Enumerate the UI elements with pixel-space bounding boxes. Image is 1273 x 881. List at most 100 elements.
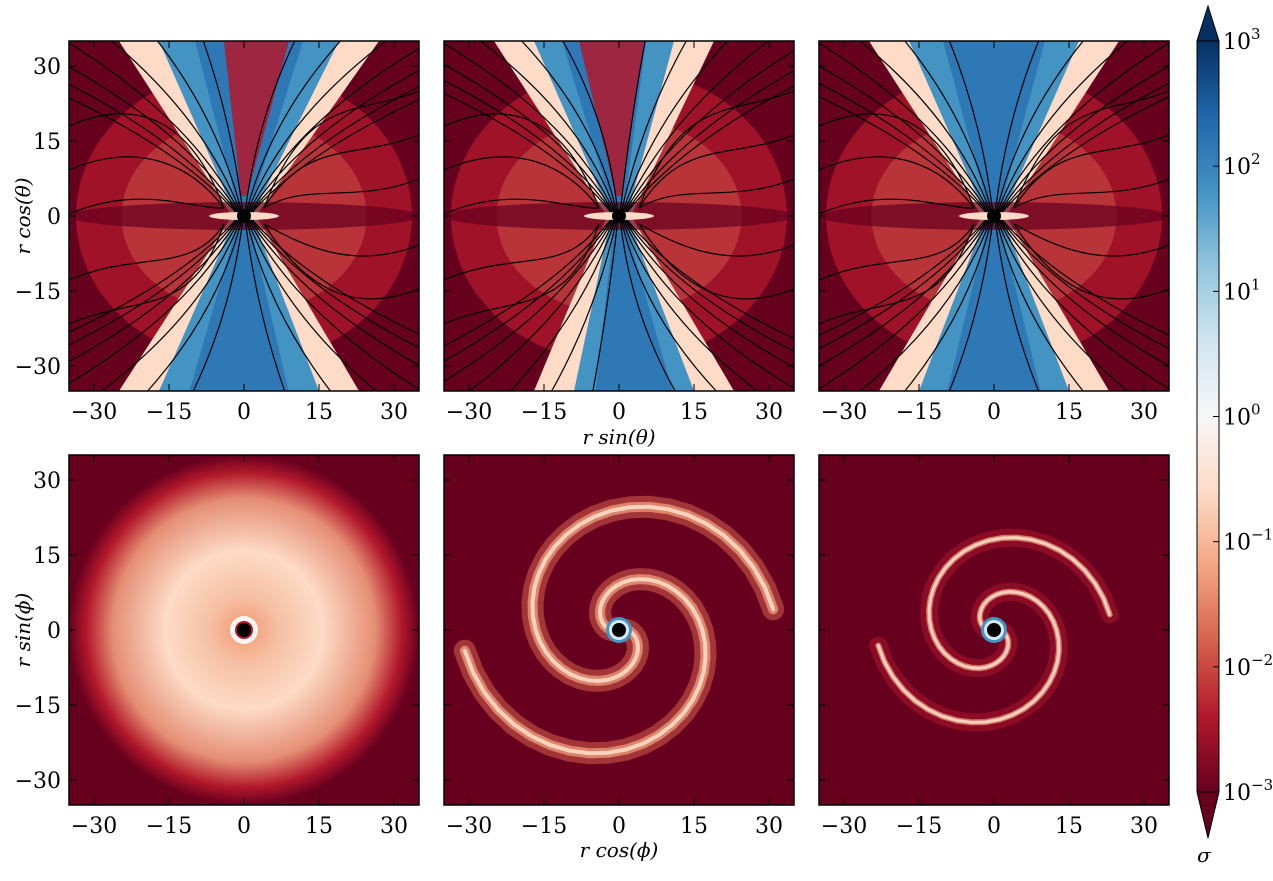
streamline (111, 41, 241, 213)
streamline (69, 219, 237, 333)
streamline (819, 82, 988, 213)
panel-field (444, 455, 794, 805)
panel-bottom-3: −30 −15 0 15 30 (818, 454, 1170, 839)
streamline (620, 219, 717, 391)
x-tick-label: 30 (755, 814, 783, 839)
streamline (245, 41, 341, 213)
colorbar-extend-min (1196, 791, 1220, 839)
streamline (997, 41, 1129, 213)
streamline (1013, 223, 1169, 300)
streamline (995, 219, 1084, 391)
streamline (247, 219, 377, 391)
y-tick-label: 15 (33, 544, 61, 569)
streamline (948, 219, 994, 391)
colorbar-tick-label: 102 (1223, 150, 1261, 180)
colorbar-tick-label: 100 (1223, 401, 1261, 431)
streamline (1000, 219, 1169, 350)
streamline (69, 66, 239, 213)
streamline (251, 99, 419, 213)
streamline (244, 41, 296, 213)
panel-field (69, 41, 419, 391)
x-tick-label: 15 (1055, 400, 1083, 425)
streamline (444, 219, 614, 383)
x-tick-label: 0 (237, 814, 251, 839)
x-tick-label: 0 (612, 814, 626, 839)
streamline (444, 223, 600, 325)
streamline (248, 219, 419, 390)
streamline (819, 156, 975, 209)
streamline (819, 219, 988, 350)
streamline (619, 41, 646, 213)
x-tick-label: −30 (821, 814, 867, 839)
bottom-y-axis-label: r sin(ϕ) (11, 593, 35, 668)
x-tick-label: 15 (305, 814, 333, 839)
streamline (510, 219, 616, 391)
streamline (444, 43, 615, 213)
streamline (819, 42, 990, 213)
streamline (101, 219, 241, 391)
spiral-arm (876, 590, 1061, 724)
streamline (250, 219, 419, 349)
spiral-arm (927, 536, 1112, 670)
streamline (622, 219, 758, 391)
streamline (444, 113, 600, 209)
panel-field (819, 41, 1169, 391)
streamline (626, 85, 794, 213)
colorbar-label: σ (1197, 843, 1212, 867)
x-tick-label: −30 (446, 400, 492, 425)
x-tick-label: 30 (755, 400, 783, 425)
streamline (192, 219, 244, 391)
x-tick-label: 30 (1130, 400, 1158, 425)
x-tick-label: 0 (987, 814, 1001, 839)
streamline (249, 69, 419, 213)
jet-plume (579, 41, 644, 196)
jet-plume (224, 41, 289, 196)
streamline (69, 42, 240, 213)
streamline (469, 219, 615, 391)
x-tick-label: 0 (612, 400, 626, 425)
streamline (69, 219, 240, 385)
spiral-arms (453, 495, 785, 765)
central-object (612, 209, 626, 223)
streamline (948, 41, 994, 213)
streamline (444, 63, 614, 213)
streamline (819, 219, 990, 390)
streamline (819, 223, 975, 325)
streamline (622, 41, 728, 213)
streamline (859, 219, 991, 391)
x-tick-label: −15 (146, 814, 192, 839)
streamline (444, 198, 600, 215)
streamline (521, 41, 618, 213)
spiral-arms (869, 528, 1119, 732)
x-tick-label: 15 (1055, 814, 1083, 839)
colorbar-tick-label: 101 (1223, 275, 1261, 305)
streamline (147, 219, 243, 391)
central-object (612, 623, 626, 637)
streamline (69, 219, 239, 363)
x-tick-label: −30 (71, 400, 117, 425)
x-tick-label: 15 (680, 400, 708, 425)
streamline (444, 223, 600, 281)
x-tick-label: 30 (380, 814, 408, 839)
streamline (263, 178, 419, 209)
streamline (444, 219, 612, 347)
streamline (619, 219, 676, 391)
bottom-x-axis-label: r cos(ϕ) (580, 838, 659, 862)
central-object (237, 623, 251, 637)
colorbar-extend-max (1196, 4, 1220, 42)
streamline (69, 83, 238, 213)
x-tick-label: 15 (305, 400, 333, 425)
streamline (444, 92, 612, 213)
streamline (251, 219, 419, 335)
panel-bottom-2: −30 −15 0 15 30 (443, 454, 795, 839)
streamline (263, 134, 419, 209)
streamline (1001, 219, 1169, 336)
x-tick-label: 15 (680, 814, 708, 839)
streamline (624, 219, 794, 369)
streamline (480, 41, 616, 213)
top-x-axis-label: r sin(θ) (582, 425, 655, 449)
y-tick-label: 30 (33, 469, 61, 494)
x-tick-label: −15 (896, 400, 942, 425)
streamline (69, 113, 225, 209)
streamlines (819, 41, 1169, 391)
